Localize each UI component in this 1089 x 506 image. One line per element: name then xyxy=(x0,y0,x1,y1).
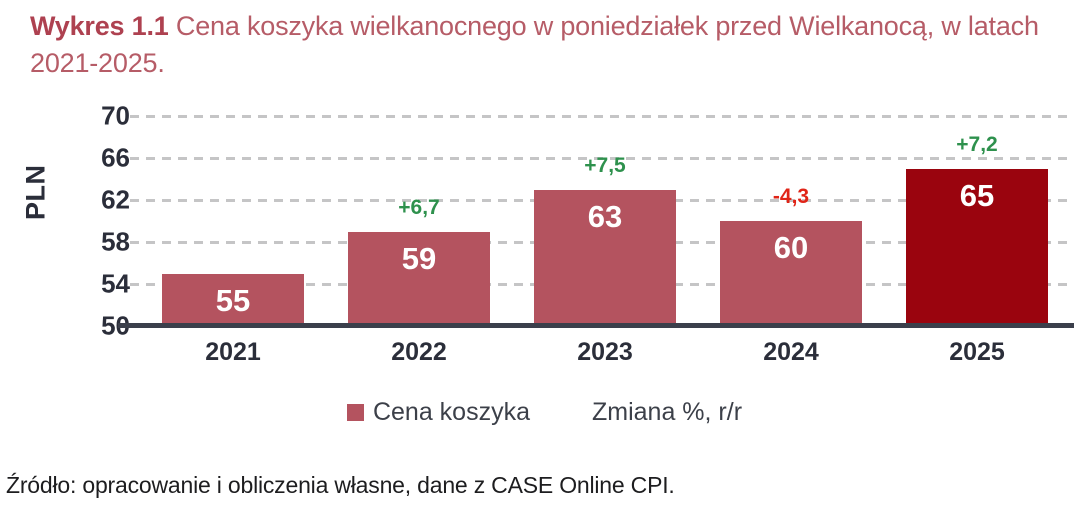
change-label-2023: +7,5 xyxy=(584,153,626,177)
x-tick-2023: 2023 xyxy=(577,338,633,366)
bar-2022: 59 xyxy=(348,231,490,326)
y-tick-70: 70 xyxy=(101,100,130,131)
source-note: Źródło: opracowanie i obliczenia własne,… xyxy=(6,472,675,498)
x-tick-2021: 2021 xyxy=(205,338,261,366)
y-axis-title: PLN xyxy=(20,164,51,221)
gridline-66 xyxy=(130,157,1074,160)
gridline-70 xyxy=(130,115,1074,118)
chart-title-text: Cena koszyka wielkanocnego w poniedziałe… xyxy=(30,11,1039,78)
bar-value-2024: 60 xyxy=(773,230,809,265)
chart-title: Wykres 1.1 Cena koszyka wielkanocnego w … xyxy=(30,8,1065,82)
x-tick-2025: 2025 xyxy=(949,338,1005,366)
bar-2025: 65 xyxy=(906,168,1048,326)
legend-item-change: Zmiana %, r/r xyxy=(592,398,742,427)
y-tick-54: 54 xyxy=(101,268,130,299)
legend-item-price: Cena koszyka xyxy=(346,398,530,427)
legend-label-price: Cena koszyka xyxy=(372,398,530,426)
x-axis-line xyxy=(118,323,1074,328)
bar-value-2021: 55 xyxy=(215,282,251,318)
bar-2024: 60 xyxy=(720,221,862,326)
bar-2021: 55 xyxy=(162,273,304,326)
legend-label-change: Zmiana %, r/r xyxy=(592,398,743,426)
bar-value-2025: 65 xyxy=(959,177,995,213)
x-tick-2024: 2024 xyxy=(763,338,819,366)
bar-value-2022: 59 xyxy=(401,240,437,276)
bar-value-2023: 63 xyxy=(587,198,623,234)
legend-swatch-bar xyxy=(346,404,364,421)
y-tick-58: 58 xyxy=(101,226,130,257)
change-label-2024: -4,3 xyxy=(772,185,810,208)
x-tick-2022: 2022 xyxy=(391,338,447,366)
y-tick-62: 62 xyxy=(101,184,130,215)
chart-title-number: Wykres 1.1 xyxy=(30,11,169,41)
plot-area: 50 54 58 62 66 70 55 2021 59 +6,7 2022 63 +7,5 2023 60… xyxy=(101,101,1074,366)
change-label-2025: +7,2 xyxy=(956,132,998,156)
y-tick-66: 66 xyxy=(101,142,130,173)
change-label-2022: +6,7 xyxy=(398,195,440,219)
legend: Cena koszyka Zmiana %, r/r xyxy=(0,398,1089,427)
bar-2023: 63 xyxy=(534,189,676,326)
